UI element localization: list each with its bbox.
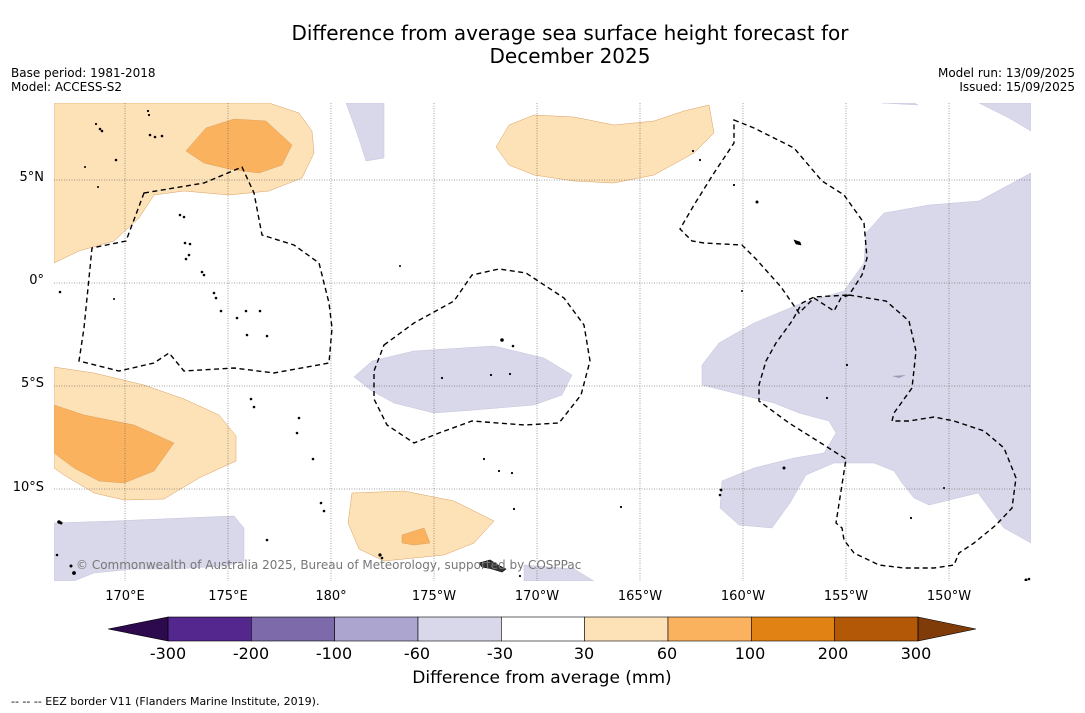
colorbar-arrow-max [918, 617, 976, 641]
negative-region-topright [881, 103, 919, 106]
colorbar-cell [501, 616, 585, 642]
fanning-island [793, 239, 802, 246]
lat-label-5s: 5°S [20, 376, 44, 391]
model-run: Model run: 13/09/2025 [937, 66, 1075, 80]
colorbar [108, 616, 977, 642]
positive-anomaly-regions [54, 103, 715, 562]
negative-region-south-center [523, 564, 595, 581]
negative-region-eastern-pool [701, 172, 1031, 544]
colorbar-cell [167, 616, 252, 642]
positive-region-northwest-core [185, 118, 293, 174]
lon-label-180: 180° [315, 589, 347, 604]
eez-borders [78, 118, 1017, 569]
lat-label-10s: 10°S [12, 480, 44, 495]
colorbar-cell [417, 616, 502, 642]
positive-region-south [347, 490, 495, 562]
issued-date: Issued: 15/09/2025 [959, 80, 1075, 94]
eez-footnote: -- -- -- EEZ border V11 (Flanders Marine… [11, 695, 320, 708]
eez-phoenix-link [758, 294, 1017, 569]
lon-label-155w: 155°W [823, 589, 869, 604]
map-gridlines [54, 103, 1031, 581]
colorbar-tick-label: 200 [817, 644, 849, 663]
colorbar-cell [251, 616, 335, 642]
lon-label-165w: 165°W [617, 589, 663, 604]
colorbar-arrow-min [108, 617, 168, 641]
colorbar-tick-label: 30 [573, 644, 595, 663]
colorbar-cell [584, 616, 669, 642]
colorbar-title: Difference from average (mm) [412, 668, 672, 688]
lon-label-160w: 160°W [720, 589, 766, 604]
colorbar-tick-label: -60 [403, 644, 431, 663]
negative-region-central [353, 345, 573, 414]
negative-region-top [345, 103, 385, 162]
lat-label-0: 0° [29, 273, 44, 288]
lon-label-175w: 175°W [411, 589, 457, 604]
negative-region-east [978, 103, 1031, 132]
colorbar-tick-label: 60 [656, 644, 678, 663]
map-title-line1: Difference from average sea surface heig… [291, 21, 849, 45]
colorbar-tick-label: -30 [486, 644, 514, 663]
colorbar-cell [667, 616, 752, 642]
negative-region-southwest [54, 515, 245, 581]
base-period: Base period: 1981-2018 [11, 66, 156, 80]
colorbar-cell [834, 616, 919, 642]
copyright-watermark: © Commonwealth of Australia 2025, Bureau… [76, 558, 582, 572]
colorbar-tick-label: -200 [232, 644, 270, 663]
lat-label-5n: 5°N [19, 170, 45, 185]
lon-label-150w: 150°W [926, 589, 972, 604]
islands [55, 109, 1031, 581]
eez-tuvalu-kiribati-west [78, 166, 333, 374]
colorbar-tick-label: 100 [734, 644, 766, 663]
map-panel: © Commonwealth of Australia 2025, Bureau… [54, 103, 1031, 581]
eez-tokelau [373, 268, 591, 444]
positive-region-west-core [54, 404, 175, 484]
samoa-island [478, 559, 507, 573]
model-name: Model: ACCESS-S2 [11, 80, 123, 94]
colorbar-tick-label: 300 [900, 644, 932, 663]
colorbar-cell [751, 616, 835, 642]
colorbar-tick-label: -300 [149, 644, 187, 663]
map-svg [54, 103, 1031, 581]
lon-label-175e: 175°E [208, 589, 248, 604]
lon-label-170e: 170°E [105, 589, 145, 604]
lon-label-170w: 170°W [514, 589, 560, 604]
colorbar-cell [334, 616, 419, 642]
colorbar-tick-label: -100 [315, 644, 353, 663]
positive-region-north-center [495, 104, 715, 184]
positive-region-south-core [401, 527, 431, 546]
map-title-line2: December 2025 [489, 44, 651, 68]
eez-line-islands [679, 118, 868, 315]
